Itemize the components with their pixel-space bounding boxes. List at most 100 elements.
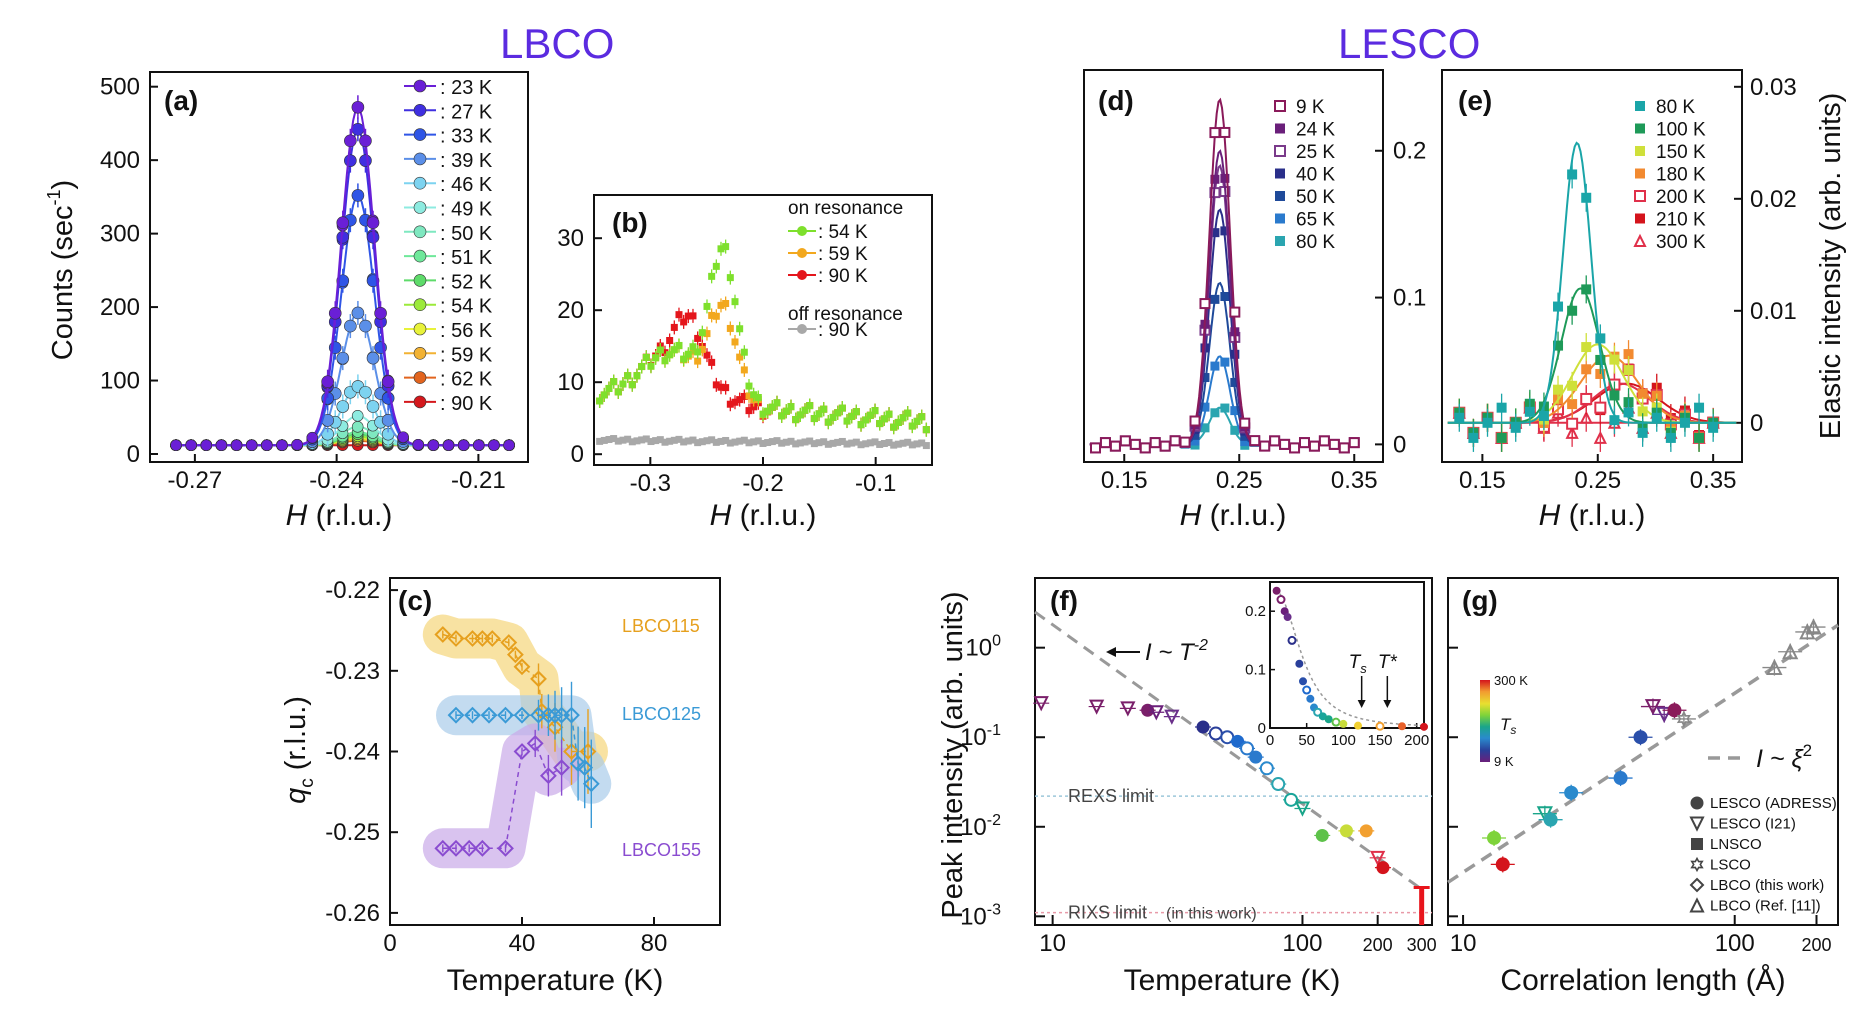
panel-d-ytick-label: 0.2: [1393, 138, 1426, 165]
panel-b-point: [773, 399, 781, 407]
panel-b-point: [675, 435, 683, 443]
panel-e-point: [1496, 432, 1507, 443]
panel-b-point: [764, 439, 772, 447]
panel-d-point: [1220, 226, 1230, 236]
panel-g-point: [1667, 703, 1682, 718]
panel-b-point: [731, 298, 739, 306]
panel-e-point: [1609, 415, 1620, 426]
panel-b-point: [750, 403, 758, 411]
panel-g-point: [1805, 618, 1822, 635]
panel-a-legend-label: : 62 K: [440, 369, 493, 391]
panel-d-legend-marker: [1275, 168, 1285, 179]
panel-e-point: [1553, 384, 1564, 395]
panel-b-point: [661, 438, 669, 446]
panel-e-curve: [1447, 343, 1737, 424]
panel-e-point: [1581, 284, 1592, 295]
panel-e-legend-label: 210 K: [1656, 210, 1706, 231]
panel-d-xtick-label: 0.25: [1216, 467, 1263, 494]
panel-e-ytick-label: 0.03: [1750, 74, 1797, 101]
panel-b-point: [694, 334, 702, 342]
panel-f-inset-point: [1354, 721, 1362, 730]
panel-b-point: [694, 357, 702, 365]
panel-c-ytick-label: -0.24: [325, 739, 380, 766]
panel-b-legend-marker: [797, 324, 807, 334]
panel-c-label: (c): [398, 585, 432, 616]
panel-g-legend-label: LBCO (Ref. [11]): [1710, 898, 1821, 915]
panel-b-point: [652, 437, 660, 445]
panel-b-point: [904, 438, 912, 446]
panel-e-point: [1538, 410, 1549, 421]
panel-g-legend-marker: [1689, 816, 1705, 832]
panel-f-xtick-label: 100: [1282, 930, 1322, 957]
panel-f-inset-point: [1302, 685, 1312, 695]
panel-a-point: [442, 439, 455, 451]
panel-b-point: [796, 439, 804, 447]
panel-c-ytick-label: -0.26: [325, 900, 380, 927]
panel-b-xtick-label: -0.3: [630, 470, 671, 497]
panel-c-point: [546, 706, 564, 724]
panel-b-point: [596, 437, 604, 445]
panel-b-point: [806, 437, 814, 445]
panel-a-legend-label: : 90 K: [440, 393, 493, 415]
panel-b-point: [838, 437, 846, 445]
panel-a-ytick-label: 400: [100, 147, 140, 174]
panel-g-legend-marker: [1690, 796, 1704, 810]
panel-g-xtick-label: 200: [1801, 935, 1831, 955]
panel-g-point: [1766, 658, 1783, 676]
panel-b-point: [689, 436, 697, 444]
panel-d-point: [1169, 435, 1181, 447]
panel-b-point: [614, 388, 622, 396]
panel-f-point: [1120, 701, 1136, 717]
panel-d-point: [1289, 442, 1301, 454]
panel-b-point: [600, 436, 608, 444]
panel-b-point: [736, 353, 744, 361]
panel-g-legend-marker: [1691, 838, 1703, 850]
panel-e-point: [1595, 333, 1606, 344]
panel-d-point: [1249, 435, 1261, 447]
panel-a-point: [245, 439, 258, 451]
panel-b-point: [876, 440, 884, 448]
panel-b-point: [628, 438, 636, 446]
panel-g-fit-exp: 2: [1803, 741, 1812, 760]
panel-e-point: [1623, 349, 1634, 360]
panel-f-point: [1089, 699, 1105, 715]
panel-f-inset-arrowhead: [1357, 700, 1366, 708]
panel-a-ylabel: Counts (sec-1): [44, 180, 79, 360]
panel-a-point: [473, 439, 485, 451]
panel-b-point: [666, 337, 674, 345]
panel-b-point: [885, 410, 893, 418]
panel-e-point: [1581, 192, 1592, 203]
panel-e-ytick-label: 0.01: [1750, 298, 1797, 325]
panel-e-xtick-label: 0.15: [1459, 467, 1506, 494]
panel-b-point: [675, 311, 683, 319]
panel-b-point: [689, 312, 697, 320]
panel-c-point: [513, 658, 531, 676]
panel-d-point: [1220, 173, 1230, 183]
panel-a-point: [336, 216, 350, 229]
panel-f-rixs-note: (in this work): [1166, 906, 1257, 923]
panel-b-point: [605, 384, 613, 392]
panel-c-point: [553, 759, 571, 777]
panel-b-point: [745, 382, 753, 390]
panel-e-legend-marker: [1633, 233, 1647, 247]
panel-f-inset-ts-sub: s: [1360, 661, 1367, 676]
panel-d-point: [1239, 417, 1251, 429]
panel-f-point: [1271, 777, 1286, 792]
panel-d-point: [1328, 438, 1340, 450]
panel-b-point: [726, 400, 734, 408]
panel-e-legend-label: 180 K: [1656, 165, 1706, 186]
panel-d-point: [1230, 377, 1240, 387]
panel-e-xlabel: H (r.l.u.): [1539, 499, 1646, 532]
panel-b-point: [642, 435, 650, 443]
panel-f-inset-point: [1283, 613, 1292, 622]
panel-f-inset-point: [1375, 721, 1385, 731]
panel-b-ytick-label: 10: [557, 369, 584, 396]
panel-d-point: [1200, 373, 1210, 383]
panel-b-point: [787, 403, 795, 411]
panel-b-point: [647, 362, 655, 370]
panel-e-point: [1637, 406, 1648, 417]
panel-a-point: [344, 319, 357, 333]
panel-b-point: [834, 438, 842, 446]
panel-a-legend-label: : 51 K: [440, 247, 493, 269]
panel-b-point: [899, 414, 907, 422]
